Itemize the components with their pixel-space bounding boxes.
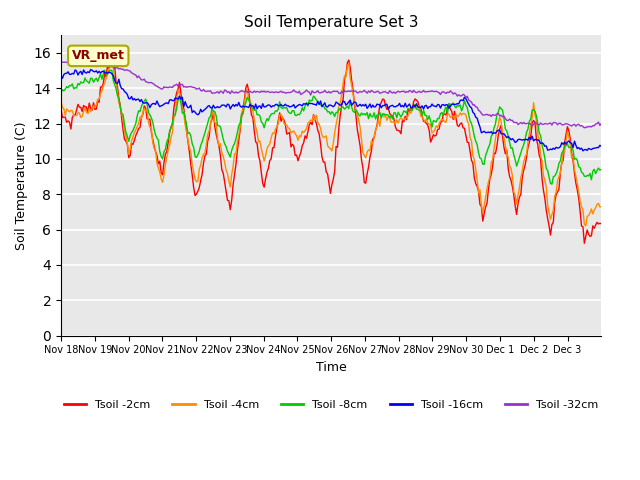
Title: Soil Temperature Set 3: Soil Temperature Set 3 bbox=[244, 15, 419, 30]
Tsoil -4cm bbox=[337, 100, 344, 106]
Tsoil -32cm bbox=[597, 120, 605, 126]
Tsoil -2cm bbox=[596, 220, 604, 226]
Tsoil -4cm bbox=[524, 140, 532, 145]
Tsoil -4cm bbox=[582, 223, 589, 228]
Tsoil -2cm bbox=[108, 55, 116, 60]
Tsoil -16cm bbox=[597, 144, 605, 149]
Tsoil -32cm bbox=[76, 60, 83, 66]
Tsoil -8cm bbox=[596, 167, 604, 173]
Tsoil -16cm bbox=[596, 143, 604, 148]
Tsoil -16cm bbox=[57, 72, 65, 78]
Line: Tsoil -32cm: Tsoil -32cm bbox=[61, 60, 601, 128]
Tsoil -4cm bbox=[444, 111, 451, 117]
Tsoil -32cm bbox=[94, 59, 102, 65]
Tsoil -32cm bbox=[88, 58, 96, 63]
Tsoil -8cm bbox=[597, 167, 605, 172]
Tsoil -16cm bbox=[444, 102, 451, 108]
Tsoil -2cm bbox=[580, 240, 588, 246]
Tsoil -16cm bbox=[87, 67, 95, 72]
Line: Tsoil -8cm: Tsoil -8cm bbox=[61, 70, 601, 184]
Line: Tsoil -4cm: Tsoil -4cm bbox=[61, 62, 601, 226]
Tsoil -8cm bbox=[548, 181, 556, 187]
Tsoil -2cm bbox=[57, 107, 65, 112]
X-axis label: Time: Time bbox=[316, 361, 346, 374]
Tsoil -2cm bbox=[337, 112, 344, 118]
Tsoil -8cm bbox=[106, 67, 114, 73]
Tsoil -32cm bbox=[580, 125, 588, 131]
Tsoil -8cm bbox=[57, 91, 65, 96]
Tsoil -4cm bbox=[108, 59, 116, 65]
Tsoil -8cm bbox=[76, 82, 83, 88]
Tsoil -16cm bbox=[76, 70, 83, 75]
Tsoil -2cm bbox=[597, 221, 605, 227]
Tsoil -16cm bbox=[94, 70, 102, 76]
Y-axis label: Soil Temperature (C): Soil Temperature (C) bbox=[15, 121, 28, 250]
Tsoil -4cm bbox=[92, 102, 100, 108]
Tsoil -2cm bbox=[524, 144, 532, 150]
Tsoil -32cm bbox=[444, 89, 451, 95]
Tsoil -32cm bbox=[596, 122, 604, 128]
Tsoil -2cm bbox=[76, 104, 83, 110]
Tsoil -32cm bbox=[524, 120, 532, 126]
Tsoil -16cm bbox=[524, 137, 532, 143]
Tsoil -2cm bbox=[444, 105, 451, 111]
Tsoil -8cm bbox=[524, 126, 532, 132]
Tsoil -4cm bbox=[597, 204, 605, 210]
Tsoil -2cm bbox=[92, 106, 100, 112]
Tsoil -8cm bbox=[337, 107, 344, 113]
Legend: Tsoil -2cm, Tsoil -4cm, Tsoil -8cm, Tsoil -16cm, Tsoil -32cm: Tsoil -2cm, Tsoil -4cm, Tsoil -8cm, Tsoi… bbox=[60, 395, 603, 414]
Line: Tsoil -16cm: Tsoil -16cm bbox=[61, 70, 601, 151]
Tsoil -4cm bbox=[596, 204, 604, 210]
Line: Tsoil -2cm: Tsoil -2cm bbox=[61, 58, 601, 243]
Tsoil -8cm bbox=[444, 110, 451, 116]
Tsoil -32cm bbox=[57, 59, 65, 64]
Text: VR_met: VR_met bbox=[72, 49, 125, 62]
Tsoil -32cm bbox=[337, 91, 344, 96]
Tsoil -4cm bbox=[57, 98, 65, 104]
Tsoil -8cm bbox=[92, 75, 100, 81]
Tsoil -16cm bbox=[337, 102, 344, 108]
Tsoil -4cm bbox=[76, 110, 83, 116]
Tsoil -16cm bbox=[579, 148, 587, 154]
